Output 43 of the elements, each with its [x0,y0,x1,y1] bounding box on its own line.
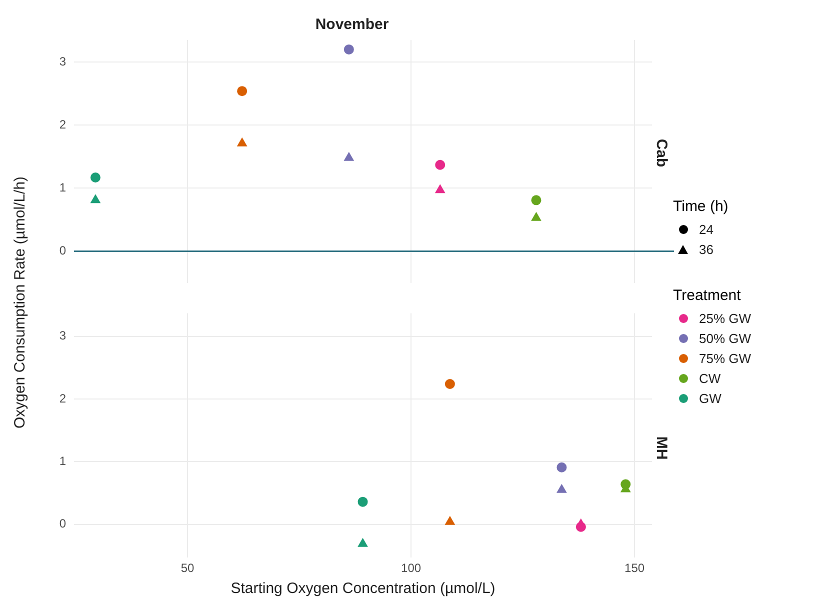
y-tick-label: 0 [59,516,66,531]
text: Time (h) [673,198,730,215]
point [358,496,368,507]
point [344,152,354,161]
point [434,184,446,194]
point [620,479,631,490]
y-tick-label: 2 [59,117,66,132]
text: Cab [652,138,670,168]
point [531,195,542,206]
legend-label: 50% GW [699,330,752,346]
point [556,462,567,472]
x-tick-label: 50 [180,561,195,576]
point [444,516,456,525]
y-tick-label: 3 [59,54,66,68]
point [344,44,354,54]
legend-label: GW [699,390,722,406]
legend-label: 75% GW [699,350,752,366]
legend-label: 25% GW [699,310,752,326]
point [576,522,586,532]
y-tick-label: 3 [59,328,66,343]
legend-label: CW [699,370,721,386]
legend-title: Treatment [673,287,742,304]
y-tick-label: 1 [59,454,66,468]
point [531,212,542,221]
x-tick-label: 150 [624,561,645,576]
y-tick-label: 0 [59,244,66,258]
y-tick-label: 1 [59,180,66,195]
point [237,86,248,96]
point [444,379,455,390]
x-axis-title: Starting Oxygen Concentration (µmol/L) [230,580,496,598]
text: 36 [699,242,714,256]
x-tick-label: 100 [401,561,422,576]
text: MH [652,436,670,460]
y-axis-title: Oxygen Consumption Rate (µmol/L/h) [12,176,28,428]
point [556,484,567,493]
point [435,160,446,170]
text: 24 [699,222,714,236]
point [358,538,368,547]
y-tick-label: 2 [59,391,66,406]
point [90,172,100,182]
point [90,194,101,204]
point [236,137,248,146]
chart-title: November [315,16,389,34]
